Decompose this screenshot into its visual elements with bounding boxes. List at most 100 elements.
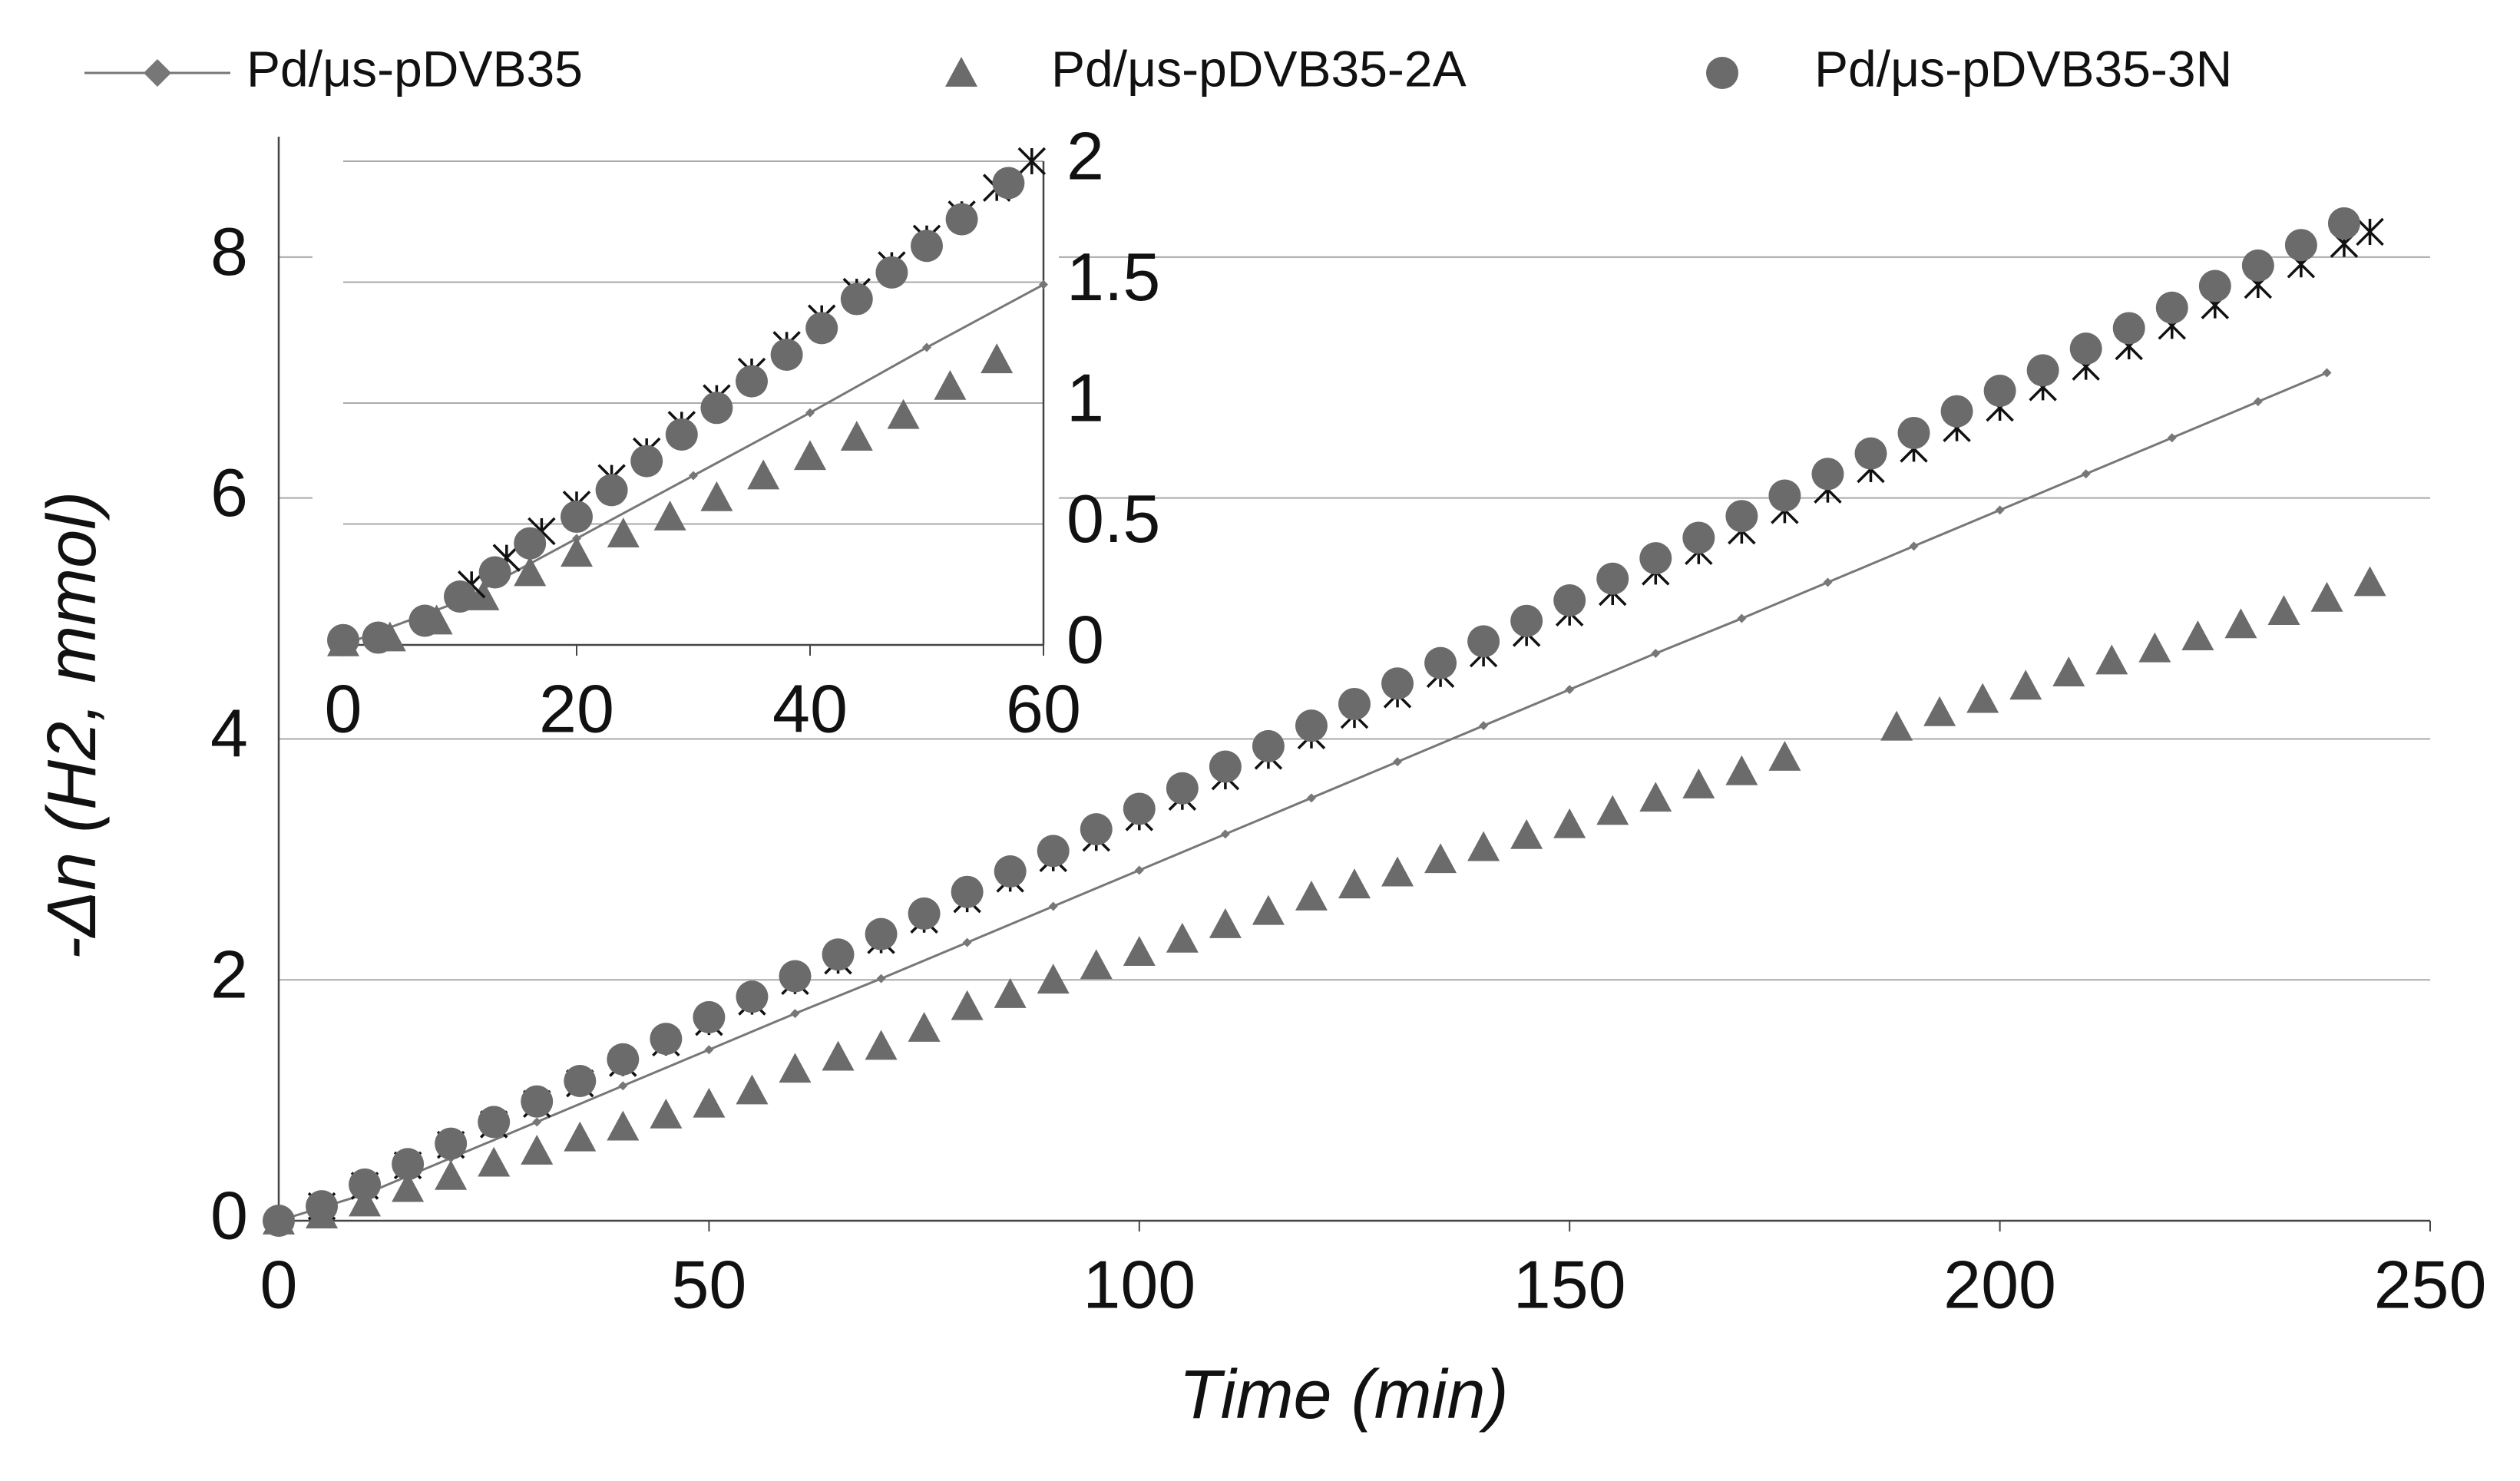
y-tick-label: 8 xyxy=(210,213,248,289)
point xyxy=(514,556,547,587)
x-axis-title: Time (min) xyxy=(1179,1357,1508,1433)
point xyxy=(951,990,984,1020)
point xyxy=(1048,901,1058,911)
point xyxy=(2138,632,2171,663)
point xyxy=(911,230,943,263)
x-tick-label: 200 xyxy=(1943,1246,2056,1322)
point xyxy=(865,917,898,950)
point xyxy=(595,474,628,507)
point xyxy=(822,938,855,971)
point xyxy=(2267,595,2300,625)
point xyxy=(564,1065,597,1098)
point xyxy=(1134,865,1144,875)
x-tick-label: 0 xyxy=(325,670,362,746)
point xyxy=(1123,792,1156,825)
point xyxy=(700,392,733,425)
y-tick-label: 4 xyxy=(210,696,248,772)
point xyxy=(1209,750,1242,783)
point xyxy=(564,1121,597,1152)
y-tick-label: 0 xyxy=(1067,601,1104,677)
point xyxy=(1123,936,1156,966)
point xyxy=(1510,604,1543,637)
point xyxy=(1080,813,1113,846)
point xyxy=(1381,856,1414,887)
legend-marker xyxy=(945,57,977,87)
point xyxy=(2310,581,2343,612)
point xyxy=(2198,269,2231,302)
legend-label: Pd/μs-pDVB35 xyxy=(246,40,583,97)
point xyxy=(1479,721,1489,731)
point xyxy=(908,1011,941,1042)
point xyxy=(532,1117,542,1127)
point xyxy=(1995,505,2005,515)
point xyxy=(1596,795,1629,825)
point xyxy=(805,408,815,418)
point xyxy=(779,960,812,993)
point xyxy=(1510,818,1543,849)
point xyxy=(770,339,803,371)
point xyxy=(653,501,686,531)
point xyxy=(693,1087,726,1118)
x-tick-label: 20 xyxy=(539,670,614,746)
point xyxy=(1553,808,1586,838)
point xyxy=(1909,541,1919,551)
point xyxy=(263,1205,295,1237)
point xyxy=(392,1148,425,1181)
point xyxy=(794,440,826,471)
point xyxy=(747,459,780,490)
point xyxy=(444,580,476,613)
x-tick-label: 50 xyxy=(671,1246,746,1322)
point xyxy=(693,1000,726,1033)
point xyxy=(1565,685,1575,695)
x-tick-label: 40 xyxy=(772,670,848,746)
point xyxy=(2181,620,2214,650)
point xyxy=(736,1074,769,1105)
point xyxy=(2322,368,2332,378)
point xyxy=(1725,755,1758,785)
point xyxy=(1338,687,1371,720)
point xyxy=(908,897,941,930)
point xyxy=(1966,683,1999,713)
point xyxy=(514,527,547,560)
y-tick-label: 2 xyxy=(1067,117,1104,193)
point xyxy=(561,537,593,567)
point xyxy=(607,1043,640,1076)
point xyxy=(630,445,663,478)
point xyxy=(1295,880,1328,911)
point xyxy=(840,421,873,451)
point xyxy=(1037,964,1070,994)
point xyxy=(1651,649,1661,659)
point xyxy=(1737,613,1747,623)
point xyxy=(2167,433,2177,443)
point xyxy=(805,312,838,345)
point xyxy=(1768,740,1801,771)
point xyxy=(1639,782,1672,812)
point xyxy=(736,365,768,398)
point xyxy=(650,1098,683,1129)
point xyxy=(1553,584,1586,617)
point xyxy=(1467,831,1500,861)
point xyxy=(992,167,1025,200)
y-tick-label: 1 xyxy=(1067,359,1104,435)
y-axis-title: -Δn (H2, mmol) xyxy=(34,491,111,960)
point xyxy=(922,342,931,352)
y-tick-label: 0.5 xyxy=(1067,481,1160,557)
point xyxy=(2327,207,2360,240)
point xyxy=(887,398,920,429)
point xyxy=(1811,458,1844,491)
point xyxy=(478,556,511,589)
x-tick-label: 150 xyxy=(1513,1246,1626,1322)
point xyxy=(790,1009,800,1019)
point xyxy=(2095,644,2128,675)
point xyxy=(945,203,978,236)
point xyxy=(1880,710,1913,741)
point xyxy=(704,1045,714,1055)
point xyxy=(1682,521,1715,554)
y-tick-label: 6 xyxy=(210,455,248,531)
point xyxy=(951,875,984,908)
point xyxy=(1768,479,1801,512)
point xyxy=(994,978,1027,1008)
point xyxy=(1682,769,1715,798)
point xyxy=(934,369,967,400)
point xyxy=(1017,147,1047,176)
